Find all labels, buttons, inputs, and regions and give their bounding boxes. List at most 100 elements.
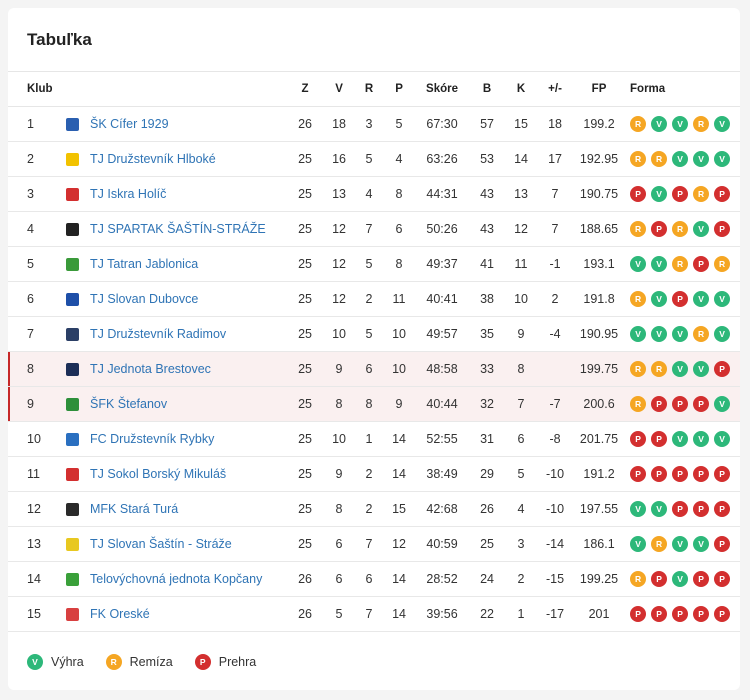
form-badge: R <box>672 221 689 237</box>
team-link[interactable]: FC Družstevník Rybky <box>90 432 215 446</box>
stat-r-cell: 8 <box>354 386 385 422</box>
team-logo-cell <box>54 596 90 632</box>
stat-b-cell: 29 <box>470 456 505 492</box>
stat-k-cell: 14 <box>504 141 539 177</box>
stat-skore-cell: 39:56 <box>414 596 471 632</box>
legend-item: P Prehra <box>194 654 256 670</box>
team-link[interactable]: TJ Slovan Šaštín - Stráže <box>90 537 232 551</box>
legend-badge: R <box>105 654 122 670</box>
team-link[interactable]: Telovýchovná jednota Kopčany <box>90 572 263 586</box>
team-logo-cell <box>54 246 90 282</box>
team-link[interactable]: TJ Jednota Brestovec <box>90 362 211 376</box>
team-logo-icon <box>65 363 79 377</box>
form-badge: V <box>630 256 647 272</box>
stat-k-cell: 12 <box>504 211 539 247</box>
stat-k-cell: 4 <box>504 491 539 527</box>
form-badge: V <box>651 501 668 517</box>
stat-b-cell: 31 <box>470 421 505 457</box>
stat-skore-cell: 63:26 <box>414 141 471 177</box>
stat-diff-cell: -10 <box>538 491 573 527</box>
team-cell: Telovýchovná jednota Kopčany <box>90 561 287 597</box>
stat-b-cell: 35 <box>470 316 505 352</box>
form-badge: P <box>651 221 668 237</box>
form-badge: P <box>630 466 647 482</box>
stat-fp-cell: 200.6 <box>572 386 627 422</box>
team-link[interactable]: TJ SPARTAK ŠAŠTÍN-STRÁŽE <box>90 222 266 236</box>
standings-table: Klub Z V R P Skóre B K +/- FP Forma 1 ŠK … <box>8 72 741 632</box>
team-link[interactable]: TJ Družstevník Radimov <box>90 327 227 341</box>
col-r: R <box>354 72 385 107</box>
title-divider <box>8 71 740 72</box>
stat-skore-cell: 40:44 <box>414 386 471 422</box>
position-cell: 13 <box>8 526 54 562</box>
team-link[interactable]: TJ Družstevník Hlboké <box>90 152 216 166</box>
team-cell: FC Družstevník Rybky <box>90 421 287 457</box>
stat-p-cell: 14 <box>384 421 415 457</box>
stat-k-cell: 11 <box>504 246 539 282</box>
team-link[interactable]: ŠK Cífer 1929 <box>90 117 169 131</box>
stat-k-cell: 8 <box>504 351 539 387</box>
team-logo-cell <box>54 211 90 247</box>
form-badge: P <box>630 431 647 447</box>
stat-r-cell: 2 <box>354 491 385 527</box>
team-link[interactable]: TJ Sokol Borský Mikuláš <box>90 467 227 481</box>
stat-z-cell: 26 <box>286 106 325 142</box>
form-badge: V <box>651 116 668 132</box>
form-badge: P <box>714 466 731 482</box>
table-row: 1 ŠK Cífer 1929 26 18 3 5 67:30 57 15 18 199.2 R V V R… <box>8 106 741 142</box>
team-cell: TJ Slovan Šaštín - Stráže <box>90 526 287 562</box>
team-cell: TJ SPARTAK ŠAŠTÍN-STRÁŽE <box>90 211 287 247</box>
form-badge: V <box>672 151 689 167</box>
table-row: 12 MFK Stará Turá 25 8 2 15 42:68 26 4 -10 197.55 V… <box>8 491 741 527</box>
form-badge: V <box>630 326 647 342</box>
stat-v-cell: 9 <box>324 456 355 492</box>
stat-skore-cell: 42:68 <box>414 491 471 527</box>
col-k: K <box>504 72 539 107</box>
stat-fp-cell: 191.2 <box>572 456 627 492</box>
stat-r-cell: 7 <box>354 596 385 632</box>
stat-diff-cell: -10 <box>538 456 573 492</box>
stat-b-cell: 57 <box>470 106 505 142</box>
team-link[interactable]: MFK Stará Turá <box>90 502 179 516</box>
stat-z-cell: 25 <box>286 211 325 247</box>
stat-r-cell: 7 <box>354 526 385 562</box>
team-link[interactable]: TJ Iskra Holíč <box>90 187 167 201</box>
stat-v-cell: 10 <box>324 421 355 457</box>
stat-r-cell: 7 <box>354 211 385 247</box>
team-link[interactable]: TJ Tatran Jablonica <box>90 257 199 271</box>
team-cell: TJ Družstevník Hlboké <box>90 141 287 177</box>
form-badge: V <box>672 116 689 132</box>
stat-k-cell: 9 <box>504 316 539 352</box>
stat-p-cell: 14 <box>384 596 415 632</box>
stat-fp-cell: 201.75 <box>572 421 627 457</box>
col-klub: Klub <box>8 72 287 107</box>
form-badge: P <box>651 431 668 447</box>
form-badge: P <box>672 396 689 412</box>
col-v: V <box>324 72 355 107</box>
team-link[interactable]: ŠFK Štefanov <box>90 397 168 411</box>
form-badge: V <box>672 536 689 552</box>
form-badge: V <box>672 326 689 342</box>
table-row: 5 TJ Tatran Jablonica 25 12 5 8 49:37 41 11 -1 193… <box>8 246 741 282</box>
form-badge: V <box>693 431 710 447</box>
team-link[interactable]: TJ Slovan Dubovce <box>90 292 199 306</box>
table-row: 6 TJ Slovan Dubovce 25 12 2 11 40:41 38 10 2 191.8… <box>8 281 741 317</box>
team-link[interactable]: FK Oreské <box>90 607 150 621</box>
stat-p-cell: 5 <box>384 106 415 142</box>
stat-skore-cell: 49:57 <box>414 316 471 352</box>
stat-r-cell: 4 <box>354 176 385 212</box>
form-badge: P <box>651 396 668 412</box>
stat-v-cell: 9 <box>324 351 355 387</box>
form-badge: P <box>714 186 731 202</box>
form-badge: P <box>714 501 731 517</box>
form-badge: P <box>630 606 647 622</box>
